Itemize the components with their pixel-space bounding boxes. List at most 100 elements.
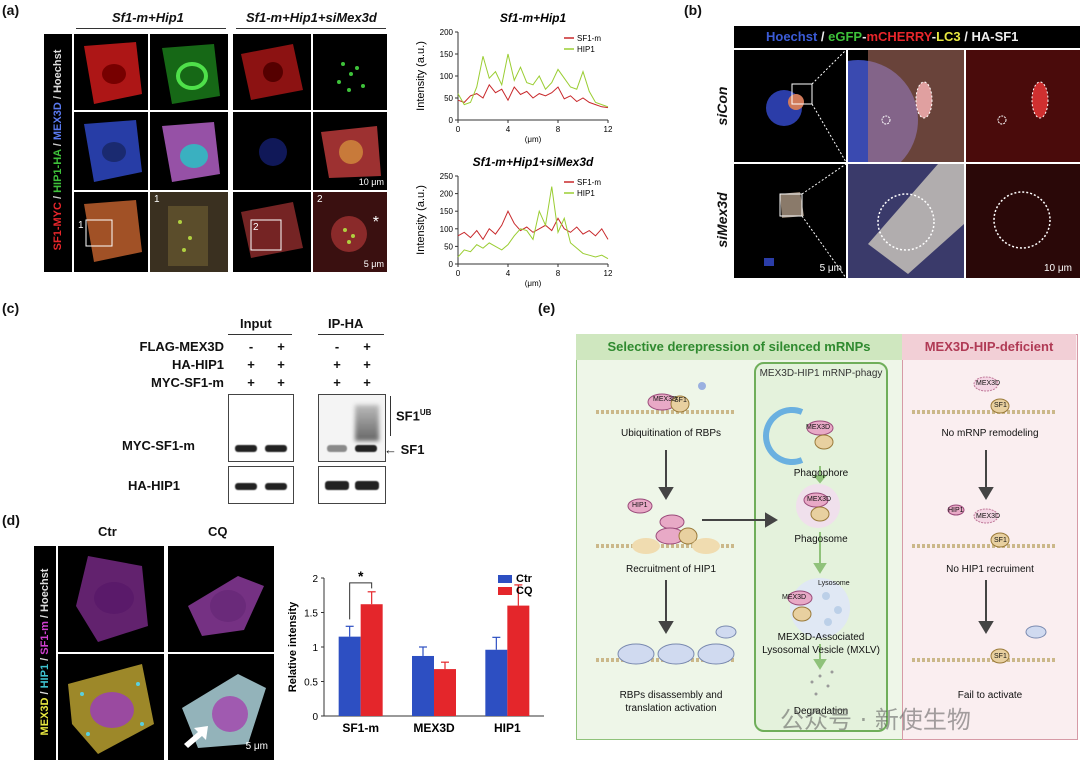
input-underline — [228, 334, 292, 335]
category-label: SF1-m — [342, 721, 379, 735]
bar-ctr-mex3d — [412, 655, 434, 716]
asterisk-marker: * — [372, 214, 379, 231]
micrograph-a-r2c1 — [74, 112, 148, 190]
ip-header: IP-HA — [328, 316, 364, 331]
sf1-band-label: SF1 — [400, 442, 425, 457]
step-mxlv-1: MEX3D-Associated — [777, 632, 865, 643]
micrograph-a-r3c4-inset: 2 * 5 μm — [313, 192, 387, 272]
panel-e-label: (e) — [538, 300, 556, 316]
bar-ctr-sf1-m — [338, 636, 361, 716]
step-disassembly-1: RBPs disassembly and — [619, 690, 723, 701]
inset1-marker: 1 — [78, 220, 84, 231]
series-line-hip1 — [457, 53, 609, 108]
ctr-header: Ctr — [98, 524, 117, 539]
panel-d-side-strip: MEX3D / HIP1 / SF1-m / Hoechst — [34, 546, 56, 760]
x-axis-label: (μm) — [525, 135, 542, 144]
chart-title: Sf1-m+Hip1+siMex3d — [473, 155, 594, 169]
micrograph-d-cq-bottom: 5 μm — [168, 654, 274, 760]
micrograph-b-r2c2 — [848, 164, 964, 278]
y-tick-label: 100 — [440, 225, 454, 234]
series-line-hip1 — [457, 186, 609, 260]
panel-a-channel-label: SF1-MYC / HIP1-HA / MEX3D / Hoechst — [52, 49, 64, 251]
significance-star: * — [358, 568, 364, 584]
y-tick-label: 200 — [440, 190, 454, 199]
panel-d-channel-label: MEX3D / HIP1 / SF1-m / Hoechst — [39, 568, 51, 736]
line-chart-sf1-hip1-simex3d: Sf1-m+Hip1+siMex3d 0 50 100 150 200 250 0 4 8 12 (μ… — [415, 155, 613, 288]
row-label-simex3d: siMex3d — [714, 192, 730, 248]
step-lysosome: Lysosome — [818, 580, 850, 587]
legend-label: HIP1 — [577, 189, 595, 198]
blot-input-myc — [228, 394, 294, 462]
blot-ip-myc — [318, 394, 386, 462]
blot-ip-ha — [318, 466, 386, 504]
y-tick-label: 0 — [449, 116, 454, 125]
label-hip1-ha: HIP1-HA — [52, 149, 64, 193]
micrograph-b-r1c2 — [848, 50, 964, 162]
x-tick-label: 8 — [556, 269, 561, 278]
micrograph-a-r2c4: 10 μm — [313, 112, 387, 190]
condition2-title: Sf1-m+Hip1+siMex3d — [246, 10, 377, 25]
y-tick-label: 200 — [440, 28, 454, 37]
micrograph-b-r2c3: 10 μm — [966, 164, 1080, 278]
label-hoechst: Hoechst — [52, 49, 64, 94]
y-tick-label: 150 — [440, 207, 454, 216]
bar-ctr-hip1 — [485, 649, 508, 716]
input-header: Input — [240, 316, 272, 331]
y-tick-label: 250 — [440, 172, 454, 181]
x-tick-label: 8 — [556, 125, 561, 134]
scale-bar-10um: 10 μm — [358, 177, 384, 187]
x-tick-label: 4 — [506, 269, 511, 278]
y-tick-label: 2 — [312, 574, 318, 585]
chart-title: Sf1-m+Hip1 — [500, 11, 567, 25]
category-label: MEX3D — [413, 721, 455, 735]
model-left-title: Selective derepression of silenced mRNPs — [576, 334, 902, 360]
row-label-sicon-wrap: siCon — [712, 50, 732, 162]
mol-mex3d-3: MEX3D — [807, 496, 832, 503]
scale-bar-5um: 5 μm — [363, 259, 384, 269]
legend-label: SF1-m — [577, 34, 601, 43]
scale-bar-b-10um: 10 μm — [1044, 263, 1072, 274]
label-sf1-myc: SF1-MYC — [52, 202, 64, 251]
inset2-label: 2 — [317, 194, 323, 205]
micrograph-d-cq-top — [168, 546, 274, 652]
step-degradation: Degradation — [793, 706, 849, 717]
scale-bar-b-5um: 5 μm — [819, 263, 842, 274]
mol-hip1-1: HIP1 — [632, 502, 648, 509]
y-tick-label: 150 — [440, 50, 454, 59]
model-right-title: MEX3D-HIP-deficient — [902, 334, 1076, 360]
step-recruitment: Recruitment of HIP1 — [625, 564, 717, 575]
micrograph-a-r1c2 — [150, 34, 228, 110]
y-tick-label: 1.5 — [304, 609, 318, 620]
micrograph-a-r3c1: 1 — [74, 192, 148, 272]
y-tick-label: 0 — [312, 712, 318, 723]
y-tick-label: 0.5 — [304, 678, 318, 689]
label-mex3d: MEX3D — [52, 102, 64, 141]
series-line-sf1-m — [457, 83, 609, 109]
blot-label-myc-sf1m: MYC-SF1-m — [122, 438, 195, 453]
step-fail-activate: Fail to activate — [957, 690, 1023, 701]
category-label: HIP1 — [494, 721, 521, 735]
bar-cq-mex3d — [434, 669, 456, 716]
mol-mex3d-2: MEX3D — [806, 424, 831, 431]
micrograph-a-r3c3: 2 — [233, 192, 311, 272]
micrograph-a-r2c2 — [150, 112, 228, 190]
panel-a-label: (a) — [2, 2, 20, 18]
y-tick-label: 100 — [440, 72, 454, 81]
mol-sf1-6: SF1 — [994, 537, 1007, 544]
panel-c-label: (c) — [2, 300, 20, 316]
mol-sf1-7: SF1 — [994, 653, 1007, 660]
significance-bracket — [349, 582, 373, 620]
x-tick-label: 12 — [604, 269, 613, 278]
mol-sf1-5: SF1 — [994, 402, 1007, 409]
row-label-sicon: siCon — [714, 86, 730, 126]
ip-signs: - + + + + + — [333, 339, 371, 390]
legend-label: Ctr — [516, 573, 533, 585]
legend-label: SF1-m — [577, 178, 601, 187]
legend-label: CQ — [516, 585, 533, 597]
micrograph-a-r1c3 — [233, 34, 311, 110]
sf1ub-bracket — [390, 396, 391, 436]
mol-mex3d-4: MEX3D — [782, 594, 807, 601]
step-ubiquitination: Ubiquitination of RBPs — [620, 428, 722, 439]
legend-swatch — [498, 575, 512, 583]
y-axis-label: Intensity (a.u.) — [415, 185, 427, 255]
